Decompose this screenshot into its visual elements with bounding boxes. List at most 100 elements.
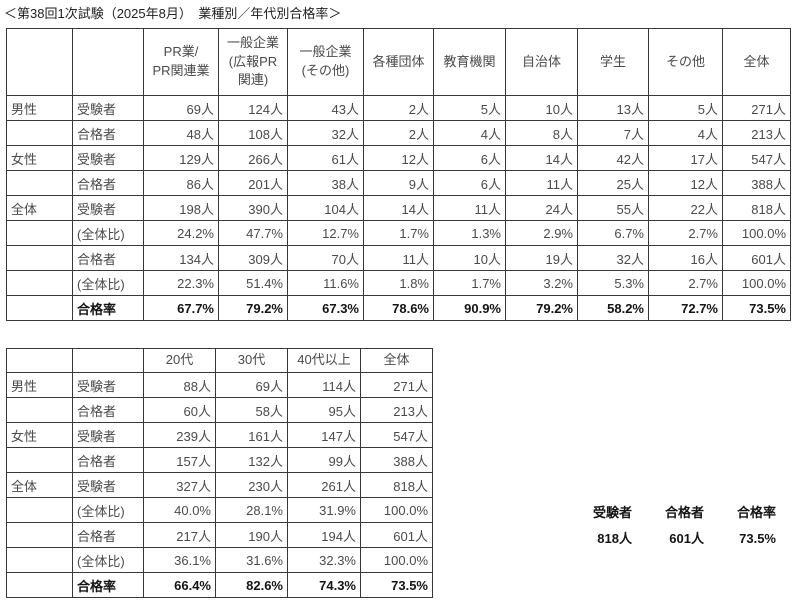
- row-label-cell: 受験者: [72, 195, 144, 221]
- value-cell: 309人: [218, 245, 288, 271]
- value-cell: 818人: [360, 472, 433, 498]
- value-cell: 32.3%: [287, 547, 361, 573]
- row-group-cell: 女性: [6, 145, 73, 171]
- value-cell: 19人: [505, 245, 578, 271]
- value-cell: 5人: [648, 95, 723, 121]
- value-cell: 72.7%: [648, 295, 723, 321]
- value-cell: 40.0%: [143, 497, 216, 523]
- value-cell: 1.7%: [433, 270, 506, 296]
- value-cell: 132人: [215, 447, 288, 473]
- column-header-row: PR業/ PR関連業 一般企業 (広報PR 関連) 一般企業 (その他) 各種団体 教育…: [6, 28, 791, 96]
- value-cell: 22人: [648, 195, 723, 221]
- value-cell: 12人: [363, 145, 434, 171]
- value-cell: 271人: [360, 372, 433, 398]
- value-cell: 16人: [648, 245, 723, 271]
- value-cell: 11人: [363, 245, 434, 271]
- value-cell: 31.6%: [215, 547, 288, 573]
- value-cell: 1.8%: [363, 270, 434, 296]
- value-cell: 61人: [287, 145, 364, 171]
- value-cell: 90.9%: [433, 295, 506, 321]
- column-header-row: 20代 30代 40代以上 全体: [6, 348, 433, 373]
- column-header-cell: 20代: [143, 348, 216, 373]
- value-cell: 108人: [218, 120, 288, 146]
- value-cell: 114人: [287, 372, 361, 398]
- overall-summary: 受験者 合格者 合格率 818人 601人 73.5%: [562, 500, 778, 552]
- value-cell: 60人: [143, 397, 216, 423]
- value-cell: 2人: [363, 120, 434, 146]
- row-group-cell: [6, 120, 73, 146]
- row-label-cell: 合格率: [72, 295, 144, 321]
- row-group-cell: [6, 220, 73, 246]
- value-cell: 100.0%: [722, 270, 791, 296]
- value-cell: 69人: [215, 372, 288, 398]
- industry-table-header: PR業/ PR関連業 一般企業 (広報PR 関連) 一般企業 (その他) 各種団体 教育…: [6, 28, 791, 96]
- table-row: 合格者 48人 108人 32人 2人 4人 8人 7人 4人 213人: [6, 120, 791, 146]
- row-group-cell: [6, 572, 73, 598]
- table-row: (全体比) 24.2% 47.7% 12.7% 1.7% 1.3% 2.9% 6.7% 2.7%…: [6, 220, 791, 246]
- row-label-cell: 合格者: [72, 522, 144, 548]
- row-label-cell: 受験者: [72, 472, 144, 498]
- column-header-cell: PR業/ PR関連業: [143, 28, 219, 96]
- column-header-cell: 教育機関: [433, 28, 506, 96]
- value-cell: 217人: [143, 522, 216, 548]
- value-cell: 12.7%: [287, 220, 364, 246]
- value-cell: 5人: [433, 95, 506, 121]
- value-cell: 58.2%: [577, 295, 649, 321]
- value-cell: 6人: [433, 170, 506, 196]
- value-cell: 14人: [505, 145, 578, 171]
- value-cell: 1.7%: [363, 220, 434, 246]
- value-cell: 74.3%: [287, 572, 361, 598]
- column-header-cell: その他: [648, 28, 723, 96]
- row-group-cell: [6, 170, 73, 196]
- value-cell: 8人: [505, 120, 578, 146]
- column-header-cell: 一般企業 (その他): [287, 28, 364, 96]
- row-label-cell: 合格者: [72, 447, 144, 473]
- row-group-cell: [6, 447, 73, 473]
- table-row: 全体 受験者 198人 390人 104人 14人 11人 24人 55人 22人 818人: [6, 195, 791, 221]
- value-cell: 86人: [143, 170, 219, 196]
- value-cell: 601人: [360, 522, 433, 548]
- value-cell: 157人: [143, 447, 216, 473]
- value-cell: 6人: [433, 145, 506, 171]
- summary-examinees-value: 818人: [597, 531, 632, 546]
- corner-cell: [72, 348, 144, 373]
- summary-passers-label: 合格者: [664, 505, 704, 520]
- row-group-cell: [6, 270, 73, 296]
- row-group-cell: [6, 295, 73, 321]
- table-row: 男性 受験者 69人 124人 43人 2人 5人 10人 13人 5人 271人: [6, 95, 791, 121]
- value-cell: 79.2%: [218, 295, 288, 321]
- value-cell: 9人: [363, 170, 434, 196]
- page-title: ＜第38回1次試験（2025年8月） 業種別／年代別合格率＞: [4, 6, 342, 21]
- row-group-cell: 全体: [6, 472, 73, 498]
- value-cell: 32人: [287, 120, 364, 146]
- column-header-cell: 学生: [577, 28, 649, 96]
- column-header-cell: 各種団体: [363, 28, 434, 96]
- value-cell: 161人: [215, 422, 288, 448]
- row-label-cell: 合格者: [72, 170, 144, 196]
- value-cell: 13人: [577, 95, 649, 121]
- value-cell: 7人: [577, 120, 649, 146]
- value-cell: 124人: [218, 95, 288, 121]
- value-cell: 69人: [143, 95, 219, 121]
- table-row: 合格者 217人 190人 194人 601人: [6, 522, 433, 548]
- value-cell: 70人: [287, 245, 364, 271]
- value-cell: 100.0%: [360, 497, 433, 523]
- value-cell: 47.7%: [218, 220, 288, 246]
- value-cell: 213人: [722, 120, 791, 146]
- value-cell: 1.3%: [433, 220, 506, 246]
- column-header-cell: 自治体: [505, 28, 578, 96]
- value-cell: 239人: [143, 422, 216, 448]
- value-cell: 547人: [722, 145, 791, 171]
- table-row: 女性 受験者 239人 161人 147人 547人: [6, 422, 433, 448]
- value-cell: 601人: [722, 245, 791, 271]
- value-cell: 11人: [433, 195, 506, 221]
- value-cell: 10人: [505, 95, 578, 121]
- table-row: 合格者 134人 309人 70人 11人 10人 19人 32人 16人 601人: [6, 245, 791, 271]
- value-cell: 4人: [648, 120, 723, 146]
- value-cell: 42人: [577, 145, 649, 171]
- value-cell: 261人: [287, 472, 361, 498]
- value-cell: 22.3%: [143, 270, 219, 296]
- table-row: 女性 受験者 129人 266人 61人 12人 6人 14人 42人 17人 547人: [6, 145, 791, 171]
- value-cell: 194人: [287, 522, 361, 548]
- row-group-cell: 全体: [6, 195, 73, 221]
